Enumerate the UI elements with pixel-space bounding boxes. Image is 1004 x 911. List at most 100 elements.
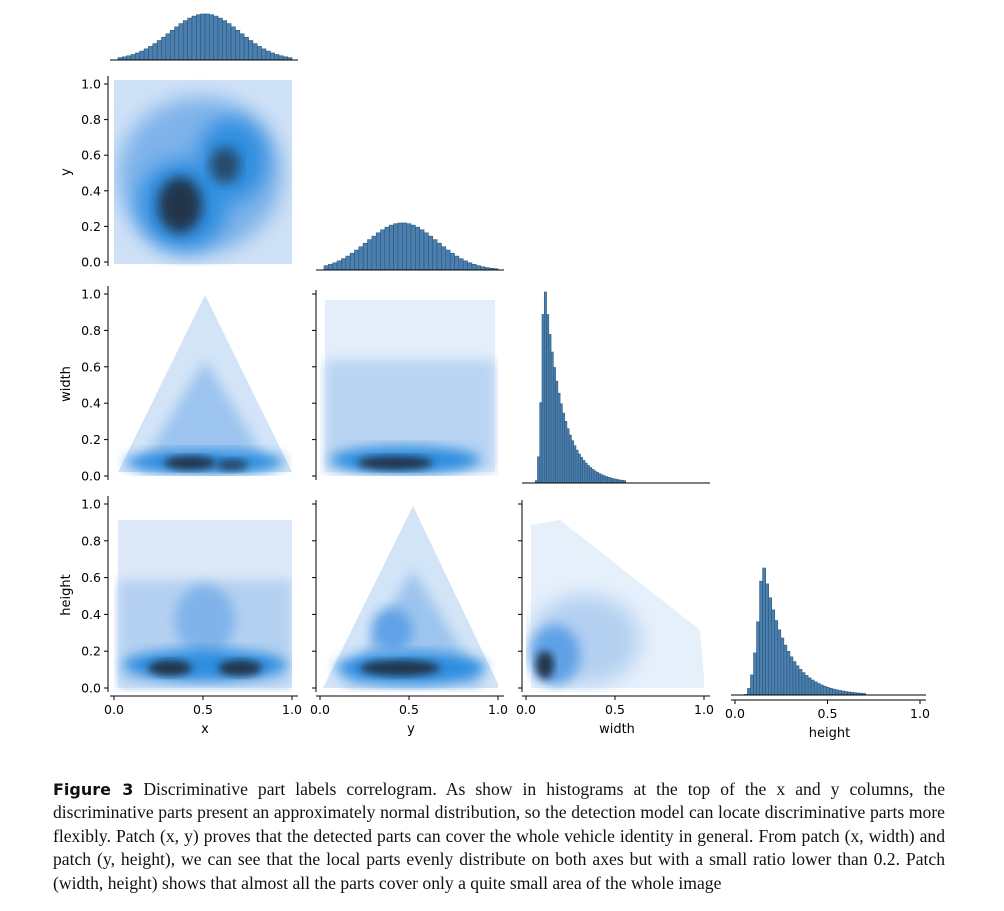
histogram-bar (557, 392, 561, 484)
histogram-bar (564, 421, 568, 484)
histogram-bar (813, 681, 818, 696)
panel-y-width (325, 300, 495, 474)
histogram-bar (568, 434, 572, 484)
histogram-bar (135, 52, 141, 61)
histogram-bar (553, 367, 556, 484)
x-axis-label: width (599, 722, 635, 737)
histogram-bar (600, 474, 604, 484)
histogram-bar (801, 672, 806, 696)
x-tick-label: 1.0 (910, 706, 930, 721)
histogram-bar (765, 583, 769, 696)
histogram-bar (798, 669, 803, 696)
histogram-bar (375, 232, 381, 271)
histogram-bar (838, 690, 842, 696)
correlogram-figure: 0.0 0.2 0.4 0.6 0.8 1.0 y 0.0 0.2 0.4 0.6 0.8 1.0 wid… (59, 13, 930, 741)
histogram-bar (178, 23, 184, 61)
histogram-bar (786, 651, 791, 696)
y-axis-label: width (59, 366, 74, 402)
y-tick-label: 0.2 (81, 644, 101, 659)
histogram-bar (419, 229, 425, 271)
histogram-bar (384, 226, 390, 271)
histogram-bar (810, 679, 815, 696)
histogram-bar (804, 675, 809, 696)
histogram-bar (169, 30, 175, 61)
histogram-bar (832, 688, 836, 696)
histogram-bar (278, 55, 284, 61)
histogram-bar (580, 457, 584, 484)
histogram-bar (393, 223, 399, 271)
histogram-bar (602, 475, 606, 484)
histogram-bar (759, 580, 763, 696)
y-tick-label: 0.4 (81, 183, 101, 198)
y-tick-label: 0.0 (81, 681, 101, 696)
histogram-bar (550, 351, 554, 484)
histogram-width (522, 291, 710, 484)
histogram-bar (209, 14, 215, 61)
histogram-bar (586, 465, 590, 484)
histogram-bar (753, 652, 757, 696)
panel-width-height (530, 520, 704, 688)
y-tick-label: 0.2 (81, 432, 101, 447)
x-tick-label: 1.0 (282, 702, 302, 717)
histogram-bar (595, 472, 599, 484)
histogram-bar (156, 40, 162, 61)
y-tick-label: 0.6 (81, 570, 101, 585)
histogram-bar (789, 656, 794, 696)
histogram-bar (829, 687, 833, 696)
histogram-bar (217, 17, 223, 61)
x-tick-label: 0.5 (605, 702, 625, 717)
x-tick-label: 0.0 (310, 702, 330, 717)
histogram-bar (406, 223, 412, 271)
histogram-bar (750, 674, 754, 696)
histogram-bar (196, 14, 201, 61)
histogram-bar (441, 246, 447, 271)
histogram-height (731, 567, 926, 696)
y-tick-label: 0.8 (81, 533, 101, 548)
histogram-bar (559, 403, 563, 484)
panel-y-height (323, 506, 498, 688)
x-tick-label: 1.0 (488, 702, 508, 717)
x-tick-label: 0.0 (725, 706, 745, 721)
histogram-bar (323, 265, 329, 271)
histogram-bar (130, 54, 136, 61)
axes-layer: 0.0 0.2 0.4 0.6 0.8 1.0 y 0.0 0.2 0.4 0.6 0.8 1.0 wid… (59, 76, 930, 741)
histogram-bar (548, 334, 552, 484)
histogram-bar (332, 262, 338, 271)
histogram-bar (614, 478, 617, 484)
histogram-bar (252, 43, 258, 61)
histogram-bar (792, 661, 797, 696)
histogram-bar (269, 52, 275, 61)
histogram-bar (139, 50, 145, 61)
histogram-bar (771, 609, 776, 696)
histogram-bar (555, 380, 559, 484)
histogram-bar (471, 264, 477, 271)
histogram-bar (783, 644, 788, 696)
histogram-bar (256, 46, 262, 61)
histogram-bar (148, 46, 154, 61)
histogram-bar (454, 255, 460, 271)
histogram-bar (819, 684, 824, 696)
histogram-bar (467, 262, 473, 271)
y-tick-label: 1.0 (81, 287, 101, 302)
histogram-bar (423, 232, 429, 271)
histogram-bar (537, 456, 541, 484)
y-tick-label: 0.4 (81, 396, 101, 411)
histogram-bar (274, 54, 280, 61)
histogram-bar (345, 255, 351, 271)
histogram-bar (825, 687, 830, 696)
histogram-bar (230, 26, 236, 61)
histogram-bar (401, 222, 407, 271)
histogram-bar (428, 235, 434, 271)
histogram-bar (410, 224, 416, 271)
histogram-bar (577, 453, 581, 484)
histogram-bar (213, 15, 219, 61)
histogram-bar (235, 30, 241, 61)
histogram-bar (328, 264, 334, 271)
histogram-y (316, 222, 504, 271)
histogram-bar (566, 428, 570, 484)
histogram-bar (445, 249, 451, 271)
figure-caption: Figure 3 Discriminative part labels corre… (53, 778, 945, 896)
histogram-bar (397, 222, 403, 271)
histogram-bar (777, 629, 782, 696)
panel-x-width (118, 295, 292, 474)
